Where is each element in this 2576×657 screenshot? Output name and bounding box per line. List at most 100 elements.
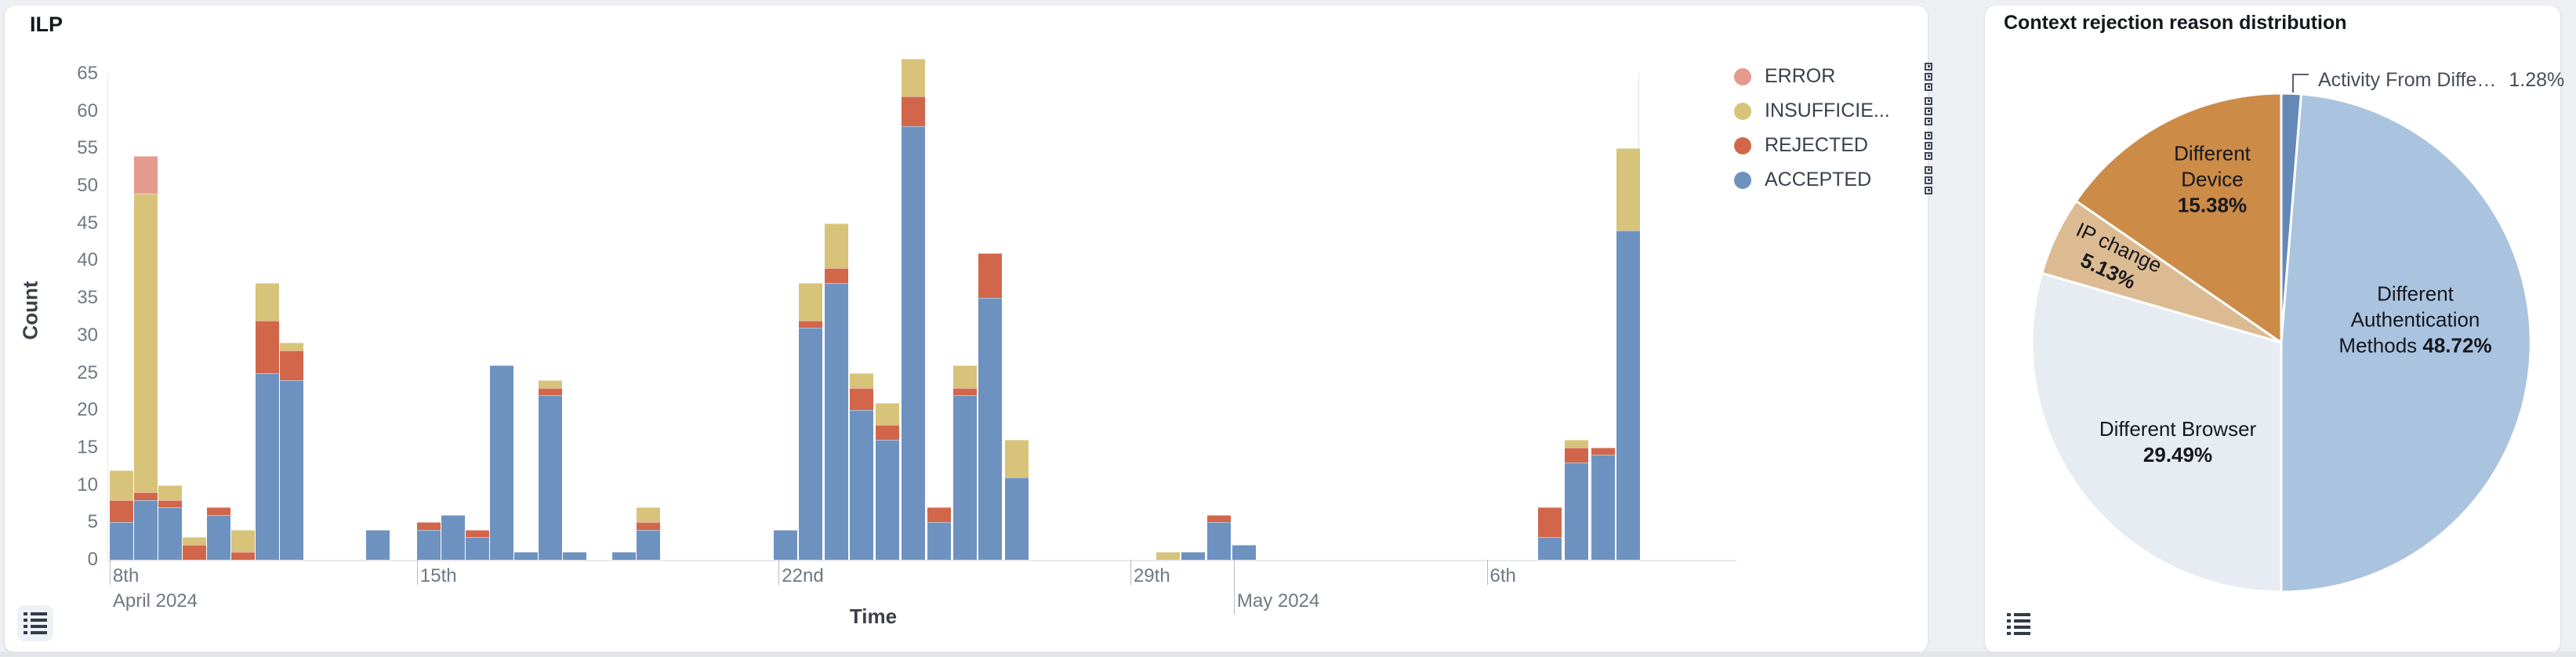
bar-segment-rejected[interactable]: [952, 387, 977, 396]
bar-stack[interactable]: [465, 529, 489, 560]
bar-segment-accepted[interactable]: [952, 395, 977, 560]
bar-segment-accepted[interactable]: [850, 410, 873, 560]
bar-segment-rejected[interactable]: [876, 425, 900, 441]
bar-segment-insufficient[interactable]: [279, 343, 303, 350]
bar-segment-accepted[interactable]: [134, 499, 158, 560]
bar-segment-accepted[interactable]: [441, 514, 465, 560]
bar-segment-rejected[interactable]: [850, 387, 873, 411]
bar-segment-rejected[interactable]: [902, 96, 926, 126]
bar-segment-insufficient[interactable]: [850, 372, 873, 388]
bar-segment-insufficient[interactable]: [158, 485, 182, 500]
legend-options-icon[interactable]: [1924, 62, 1933, 92]
bar-segment-accepted[interactable]: [514, 552, 539, 560]
bar-stack[interactable]: [1156, 552, 1180, 560]
legend-options-icon[interactable]: [1924, 131, 1933, 161]
bar-stack[interactable]: [1005, 440, 1029, 560]
bar-segment-rejected[interactable]: [1591, 447, 1616, 456]
bar-segment-rejected[interactable]: [1537, 507, 1562, 538]
legend-item-insufficie[interactable]: INSUFFICIE...: [1734, 96, 1933, 125]
bar-stack[interactable]: [637, 507, 661, 560]
pie-slice-different-authentication-methods[interactable]: [2280, 93, 2532, 593]
bar-stack[interactable]: [799, 283, 823, 560]
bar-stack[interactable]: [1181, 552, 1206, 560]
bar-segment-accepted[interactable]: [876, 440, 900, 560]
bar-segment-rejected[interactable]: [465, 529, 489, 538]
bar-stack[interactable]: [416, 522, 441, 560]
legend-item-error[interactable]: ERROR: [1734, 62, 1933, 91]
bar-segment-rejected[interactable]: [1565, 447, 1588, 463]
legend-options-icon[interactable]: [1924, 165, 1933, 195]
bar-segment-insufficient[interactable]: [230, 529, 255, 553]
bar-stack[interactable]: [134, 155, 158, 560]
legend-item-rejected[interactable]: REJECTED: [1734, 131, 1933, 160]
legend-toggle-button[interactable]: [17, 605, 53, 641]
bar-segment-insufficient[interactable]: [902, 58, 926, 96]
bar-stack[interactable]: [952, 365, 977, 560]
bar-segment-insufficient[interactable]: [1005, 440, 1029, 478]
bar-stack[interactable]: [1616, 148, 1641, 560]
bar-segment-accepted[interactable]: [637, 529, 661, 560]
bar-segment-accepted[interactable]: [1537, 537, 1562, 560]
bar-stack[interactable]: [538, 380, 562, 560]
bar-segment-accepted[interactable]: [1005, 477, 1029, 560]
bar-segment-rejected[interactable]: [182, 544, 206, 560]
bar-segment-accepted[interactable]: [538, 395, 562, 560]
bar-stack[interactable]: [774, 529, 798, 560]
bar-segment-accepted[interactable]: [465, 537, 489, 560]
bar-segment-rejected[interactable]: [230, 552, 255, 560]
bar-segment-insufficient[interactable]: [1616, 148, 1641, 231]
bar-segment-accepted[interactable]: [279, 380, 303, 560]
bar-stack[interactable]: [978, 252, 1003, 560]
bar-stack[interactable]: [230, 529, 255, 560]
bar-segment-insufficient[interactable]: [256, 283, 280, 321]
bar-segment-accepted[interactable]: [563, 552, 587, 560]
bar-segment-rejected[interactable]: [538, 387, 562, 396]
bar-segment-rejected[interactable]: [256, 320, 280, 373]
bar-segment-rejected[interactable]: [927, 507, 951, 523]
bar-segment-accepted[interactable]: [256, 372, 280, 560]
bar-segment-accepted[interactable]: [824, 283, 848, 560]
bar-stack[interactable]: [824, 223, 848, 560]
bar-segment-rejected[interactable]: [134, 492, 158, 500]
bar-stack[interactable]: [207, 507, 231, 560]
bar-segment-accepted[interactable]: [1232, 544, 1256, 560]
bar-stack[interactable]: [256, 283, 280, 560]
bar-stack[interactable]: [366, 529, 390, 560]
bar-stack[interactable]: [514, 552, 539, 560]
bar-segment-insufficient[interactable]: [637, 507, 661, 523]
bar-stack[interactable]: [489, 365, 513, 560]
bar-segment-rejected[interactable]: [158, 499, 182, 508]
bar-segment-insufficient[interactable]: [799, 283, 823, 321]
legend-toggle-button[interactable]: [2007, 612, 2034, 636]
bar-segment-accepted[interactable]: [799, 328, 823, 560]
bar-segment-rejected[interactable]: [1206, 514, 1231, 523]
bar-segment-accepted[interactable]: [978, 298, 1003, 560]
bar-segment-accepted[interactable]: [927, 522, 951, 560]
bar-segment-accepted[interactable]: [1591, 455, 1616, 560]
bar-segment-error[interactable]: [134, 155, 158, 194]
bar-segment-insufficient[interactable]: [538, 380, 562, 388]
legend-options-icon[interactable]: [1924, 96, 1933, 126]
bar-stack[interactable]: [850, 372, 873, 560]
pie-slice-different-browser[interactable]: [2030, 272, 2283, 593]
bar-stack[interactable]: [563, 552, 587, 560]
bar-stack[interactable]: [1206, 514, 1231, 560]
bar-stack[interactable]: [1591, 447, 1616, 560]
bar-stack[interactable]: [1565, 440, 1588, 560]
bar-segment-insufficient[interactable]: [952, 365, 977, 388]
bar-segment-rejected[interactable]: [637, 522, 661, 530]
bar-segment-accepted[interactable]: [902, 125, 926, 560]
bar-stack[interactable]: [182, 537, 206, 560]
bar-stack[interactable]: [876, 402, 900, 560]
bar-segment-accepted[interactable]: [774, 529, 798, 560]
bar-stack[interactable]: [279, 343, 303, 560]
bar-stack[interactable]: [158, 485, 182, 560]
bar-segment-accepted[interactable]: [158, 507, 182, 560]
bar-segment-accepted[interactable]: [1616, 230, 1641, 560]
bar-stack[interactable]: [1232, 544, 1256, 560]
bar-segment-accepted[interactable]: [1565, 463, 1588, 560]
bar-stack[interactable]: [1537, 507, 1562, 560]
bar-segment-rejected[interactable]: [109, 499, 133, 523]
bar-stack[interactable]: [927, 507, 951, 560]
bar-stack[interactable]: [902, 58, 926, 560]
